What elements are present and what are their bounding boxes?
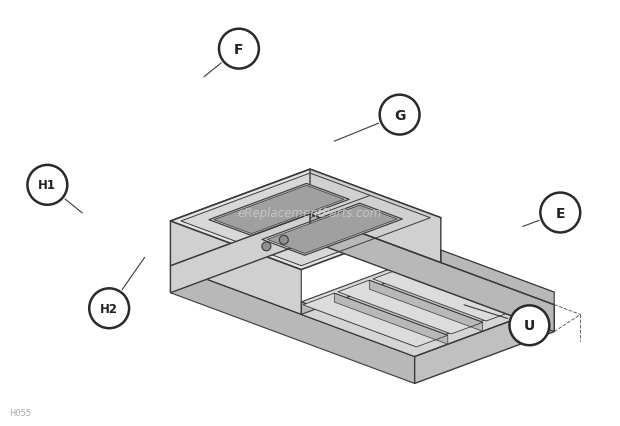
Polygon shape xyxy=(441,250,554,305)
Polygon shape xyxy=(262,204,402,256)
Circle shape xyxy=(219,30,259,69)
Polygon shape xyxy=(408,255,552,308)
Polygon shape xyxy=(303,294,448,347)
Polygon shape xyxy=(181,174,430,266)
Polygon shape xyxy=(301,263,554,357)
Circle shape xyxy=(541,193,580,233)
Polygon shape xyxy=(170,215,310,293)
Polygon shape xyxy=(439,255,552,305)
Polygon shape xyxy=(170,170,310,266)
Polygon shape xyxy=(170,266,415,383)
Polygon shape xyxy=(370,280,483,331)
Text: H2: H2 xyxy=(100,302,118,315)
Text: H1: H1 xyxy=(38,179,56,192)
Circle shape xyxy=(262,242,271,251)
Circle shape xyxy=(89,289,129,328)
Text: eReplacementParts.com: eReplacementParts.com xyxy=(238,207,382,219)
Polygon shape xyxy=(267,206,397,254)
Polygon shape xyxy=(301,302,415,357)
Polygon shape xyxy=(170,170,441,270)
Text: H055: H055 xyxy=(9,409,31,417)
Polygon shape xyxy=(415,305,554,383)
Polygon shape xyxy=(338,280,483,334)
Polygon shape xyxy=(315,263,540,346)
Text: G: G xyxy=(394,108,405,122)
Text: E: E xyxy=(556,206,565,220)
Polygon shape xyxy=(310,170,441,263)
Polygon shape xyxy=(170,222,301,315)
Polygon shape xyxy=(209,184,349,236)
Text: U: U xyxy=(524,319,535,333)
Circle shape xyxy=(27,166,68,205)
Circle shape xyxy=(280,236,288,245)
Polygon shape xyxy=(334,294,448,344)
Polygon shape xyxy=(301,250,554,344)
Polygon shape xyxy=(310,215,554,332)
Text: F: F xyxy=(234,43,244,57)
Circle shape xyxy=(510,305,549,345)
Polygon shape xyxy=(214,186,344,234)
Polygon shape xyxy=(404,268,518,319)
Circle shape xyxy=(379,95,420,135)
Polygon shape xyxy=(373,268,518,321)
